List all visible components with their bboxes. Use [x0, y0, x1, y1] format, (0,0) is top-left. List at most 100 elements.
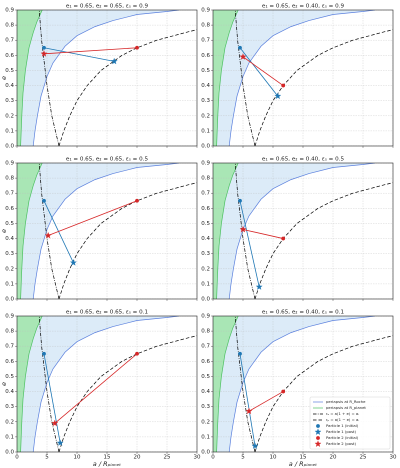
axes-frame	[212, 315, 394, 453]
curve	[228, 163, 376, 299]
y-tick-label: 0.6	[201, 53, 210, 59]
curve	[216, 316, 239, 452]
y-tick-label: 0.6	[201, 359, 210, 365]
y-tick-label: 0.1	[5, 281, 14, 287]
x-axis-label: a / Rₚₗₐₙₑₜ	[289, 460, 318, 468]
y-axis-label: e	[0, 229, 8, 233]
y-tick-label: 0.3	[201, 251, 210, 257]
y-tick-label: 0.9	[5, 314, 14, 320]
y-tick-label: 0.8	[201, 329, 210, 335]
legend-box	[309, 396, 391, 450]
curve	[20, 10, 43, 146]
y-tick-label: 0.8	[5, 176, 14, 182]
panel-title: e₁ = 0.65, e₂ = 0.65, εₛ = 0.5	[66, 157, 149, 163]
y-tick-label: 0.6	[5, 359, 14, 365]
panel-title: e₁ = 0.65, e₂ = 0.40, εₛ = 0.5	[262, 157, 345, 163]
y-tick-label: 0.5	[201, 221, 210, 227]
particle-track	[242, 229, 284, 239]
axes-frame	[16, 162, 198, 300]
star-marker	[40, 50, 48, 57]
y-tick-label: 0.2	[201, 419, 210, 425]
region-fill	[213, 163, 239, 299]
y-tick-label: 0.6	[201, 206, 210, 212]
y-axis-label: e	[0, 382, 8, 386]
y-tick-label: 0.1	[201, 281, 210, 287]
circle-marker	[135, 45, 139, 50]
y-tick-label: 0.3	[5, 251, 14, 257]
curve	[38, 10, 60, 146]
y-tick-label: 0.3	[201, 98, 210, 104]
star-marker	[239, 225, 247, 233]
y-tick-label: 0.5	[201, 374, 210, 380]
star-marker	[314, 440, 322, 447]
y-tick-label: 0.4	[201, 236, 210, 242]
x-tick-label: 5	[45, 455, 49, 461]
panel: e₁ = 0.65, e₂ = 0.40, εₛ = 0.5 0.0 0.1 0.2 0…	[201, 157, 394, 303]
plot-area	[213, 163, 393, 299]
x-tick-label: 5	[241, 455, 245, 461]
legend-label: periapsis at R_planet	[326, 405, 366, 410]
axes-frame	[16, 9, 198, 147]
region-fill	[216, 316, 375, 452]
y-tick-label: 0.0	[201, 297, 210, 303]
y-tick-label: 0.2	[5, 113, 14, 119]
panel: e₁ = 0.65, e₂ = 0.65, εₛ = 0.5 e 0.0 0.1 0.2…	[0, 157, 198, 303]
particle-track	[239, 200, 260, 287]
circle-marker	[238, 45, 242, 50]
curve	[38, 316, 60, 452]
panel: e₁ = 0.65, e₂ = 0.40, εₛ = 0.1 a / Rₚₗₐₙₑ…	[201, 310, 397, 468]
circle-marker	[42, 198, 46, 203]
legend-label: Particle 1 (initial)	[326, 423, 359, 428]
legend-label: periapsis at R_Roche	[326, 399, 366, 404]
panel-title: e₁ = 0.65, e₂ = 0.65, εₛ = 0.1	[66, 310, 149, 316]
y-tick-label: 0.4	[5, 83, 14, 89]
axes-frame	[16, 315, 198, 453]
panel: e₁ = 0.65, e₂ = 0.40, εₛ = 0.9 0.0 0.1 0.2 0…	[201, 4, 394, 150]
star-marker	[255, 283, 263, 290]
x-tick-label: 25	[164, 455, 171, 461]
y-tick-label: 0.4	[201, 83, 210, 89]
axes-frame	[212, 162, 394, 300]
y-tick-label: 0.4	[201, 389, 210, 395]
y-tick-label: 0.8	[201, 176, 210, 182]
particle-track	[239, 47, 279, 97]
curve	[234, 10, 256, 146]
legend-label: rₐ = a(1 + e) = aᵢ	[326, 411, 359, 416]
star-marker	[44, 231, 52, 239]
x-axis-label: a / Rₚₗₐₙₑₜ	[93, 460, 122, 468]
region-fill	[20, 316, 179, 452]
curve	[58, 182, 197, 299]
curve	[216, 163, 239, 299]
y-tick-label: 0.8	[5, 329, 14, 335]
legend-label: Particle 1 (post)	[326, 429, 357, 434]
y-tick-label: 0.2	[5, 266, 14, 272]
x-tick-label: 30	[194, 455, 201, 461]
circle-marker	[281, 389, 286, 394]
y-tick-label: 0.7	[5, 191, 14, 197]
panel: e₁ = 0.65, e₂ = 0.65, εₛ = 0.1 e a / Rₚₗₐₙ…	[0, 310, 201, 468]
x-tick-label: 15	[300, 455, 307, 461]
panel: e₁ = 0.65, e₂ = 0.65, εₛ = 0.9 e 0.0 0.1 0.2…	[0, 4, 198, 150]
x-tick-label: 20	[134, 455, 141, 461]
y-tick-label: 0.8	[5, 23, 14, 29]
y-tick-label: 0.2	[201, 266, 210, 272]
y-tick-label: 0.0	[5, 450, 14, 456]
particle-track	[248, 391, 284, 412]
circle-marker	[135, 198, 139, 203]
y-tick-label: 0.9	[201, 161, 210, 167]
x-tick-label: 20	[330, 455, 337, 461]
region-fill	[213, 316, 239, 452]
y-tick-label: 0.0	[201, 144, 210, 150]
circle-marker	[238, 198, 242, 203]
y-tick-label: 0.3	[5, 98, 14, 104]
circle-marker	[238, 351, 242, 356]
x-tick-label: 10	[74, 455, 81, 461]
plot-area	[17, 163, 197, 299]
y-tick-label: 0.1	[5, 434, 14, 440]
star-marker	[69, 259, 77, 266]
y-tick-label: 0.9	[5, 161, 14, 167]
particle-track	[43, 47, 138, 55]
circle-marker	[316, 424, 320, 428]
region-fill	[216, 10, 375, 146]
x-tick-label: 10	[270, 455, 277, 461]
